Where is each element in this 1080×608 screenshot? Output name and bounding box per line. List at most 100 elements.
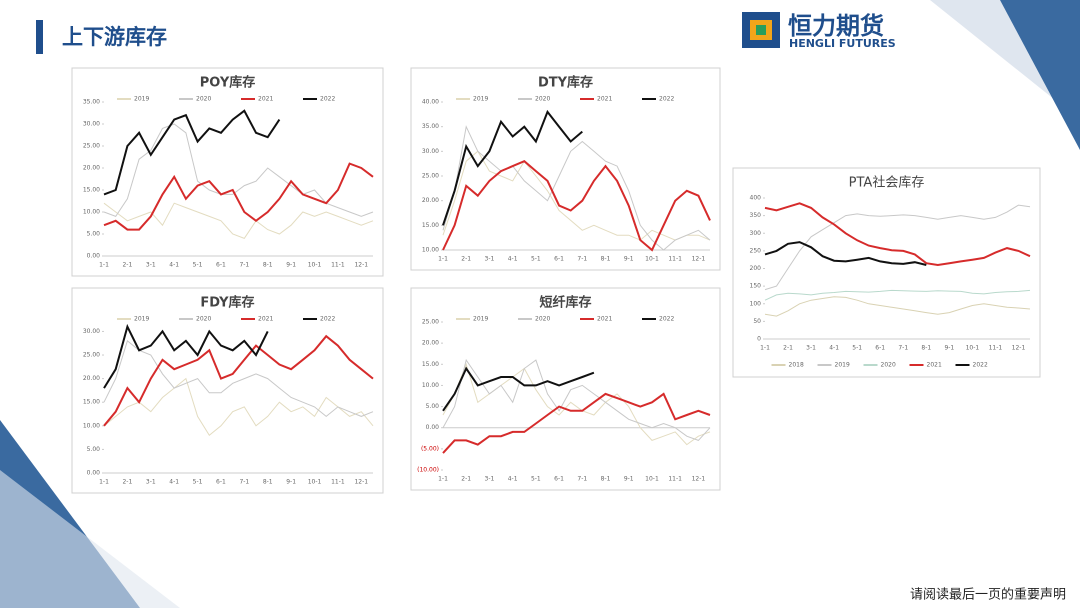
series-line: [764, 296, 1031, 317]
x-tick-label: 12-1: [354, 479, 368, 486]
x-tick-label: 12-1: [692, 256, 706, 263]
y-tick-label: 0.00: [87, 470, 101, 477]
x-tick-label: 11-1: [331, 479, 345, 486]
y-tick-label: 25.00: [83, 143, 100, 150]
y-tick-label: 50: [753, 318, 761, 325]
chart-title: DTY库存: [538, 75, 593, 91]
legend-label: 2022: [320, 316, 335, 323]
logo-subtitle: HENGLI FUTURES: [789, 37, 896, 50]
x-tick-label: 5-1: [193, 479, 203, 486]
x-tick-label: 10-1: [308, 479, 322, 486]
x-tick-label: 1-1: [438, 476, 448, 483]
y-tick-label: 15.00: [422, 361, 439, 368]
x-tick-label: 9-1: [944, 345, 954, 352]
y-tick-label: 350: [750, 212, 762, 219]
y-tick-label: 40.00: [422, 99, 439, 106]
y-tick-label: 20.00: [83, 165, 100, 172]
y-tick-label: 35.00: [83, 99, 100, 106]
title-bar: [36, 20, 43, 54]
x-tick-label: 1-1: [99, 262, 109, 269]
x-tick-label: 6-1: [554, 256, 564, 263]
decor: [1000, 0, 1080, 150]
footer: 请阅读最后一页的重要声明: [910, 587, 1066, 603]
x-tick-label: 8-1: [921, 345, 931, 352]
x-tick-label: 10-1: [308, 262, 322, 269]
series-line: [442, 125, 711, 251]
x-tick-label: 2-1: [122, 262, 132, 269]
logo-name: 恒力期货: [788, 12, 884, 40]
x-tick-label: 6-1: [216, 479, 226, 486]
y-tick-label: 10.00: [83, 422, 100, 429]
legend-label: 2021: [258, 316, 273, 323]
x-tick-label: 2-1: [461, 256, 471, 263]
x-tick-label: 3-1: [485, 256, 495, 263]
legend-label: 2021: [597, 316, 612, 323]
x-tick-label: 2-1: [783, 345, 793, 352]
x-tick-label: 1-1: [760, 345, 770, 352]
y-tick-label: 30.00: [83, 121, 100, 128]
series-line: [103, 323, 269, 389]
x-tick-label: 5-1: [852, 345, 862, 352]
series-line: [442, 392, 711, 454]
legend-label: 2020: [196, 96, 211, 103]
legend-label: 2022: [973, 362, 988, 369]
y-tick-label: 5.00: [87, 231, 101, 238]
x-tick-label: 8-1: [601, 256, 611, 263]
x-tick-label: 12-1: [692, 476, 706, 483]
legend-label: 2022: [659, 316, 674, 323]
x-tick-label: 4-1: [829, 345, 839, 352]
x-tick-label: 7-1: [577, 256, 587, 263]
x-tick-label: 7-1: [577, 476, 587, 483]
y-tick-label: 30.00: [83, 328, 100, 335]
chart-title: PTA社会库存: [849, 175, 925, 191]
y-tick-label: 200: [750, 265, 762, 272]
chart-frame: [410, 67, 721, 271]
chart: DTY库存 10.00 15.00 20.00 25.00 30.00 35.00 40.00…: [410, 67, 721, 271]
y-tick-label: (5.00): [421, 445, 439, 452]
y-tick-label: 20.00: [422, 197, 439, 204]
series-line: [103, 109, 281, 196]
chart: 短纤库存 (10.00) (5.00) 0.00 5.00 10.00 15.00 20.00…: [410, 287, 721, 491]
chart-frame: [71, 67, 384, 277]
x-tick-label: 7-1: [239, 262, 249, 269]
y-tick-label: 0.00: [87, 253, 101, 260]
logo-icon: [756, 25, 766, 35]
legend-label: 2019: [835, 362, 850, 369]
chart-frame: [732, 167, 1041, 378]
y-tick-label: 10.00: [422, 247, 439, 254]
y-tick-label: 25.00: [422, 319, 439, 326]
x-tick-label: 1-1: [99, 479, 109, 486]
x-tick-label: 10-1: [645, 256, 659, 263]
legend-label: 2021: [927, 362, 942, 369]
chart-title: 短纤库存: [539, 295, 591, 311]
x-tick-label: 11-1: [331, 262, 345, 269]
page-title: 上下游库存: [62, 25, 167, 49]
chart-frame: [410, 287, 721, 491]
x-tick-label: 3-1: [485, 476, 495, 483]
series-line: [764, 204, 1031, 291]
legend-label: 2020: [881, 362, 896, 369]
legend-label: 2020: [196, 316, 211, 323]
x-tick-label: 4-1: [169, 262, 179, 269]
y-tick-label: (10.00): [417, 467, 439, 474]
y-tick-label: 30.00: [422, 148, 439, 155]
x-tick-label: 11-1: [989, 345, 1003, 352]
legend-label: 2019: [134, 316, 149, 323]
x-tick-label: 11-1: [668, 256, 682, 263]
series-line: [442, 160, 711, 252]
y-tick-label: 400: [750, 195, 762, 202]
x-tick-label: 8-1: [263, 479, 273, 486]
series-line: [442, 358, 711, 441]
x-tick-label: 3-1: [806, 345, 816, 352]
y-tick-label: 0.00: [426, 424, 440, 431]
x-tick-label: 8-1: [263, 262, 273, 269]
x-tick-label: 10-1: [966, 345, 980, 352]
legend-label: 2019: [134, 96, 149, 103]
x-tick-label: 10-1: [645, 476, 659, 483]
series-line: [103, 377, 374, 437]
x-tick-label: 6-1: [216, 262, 226, 269]
y-tick-label: 15.00: [83, 399, 100, 406]
x-tick-label: 2-1: [122, 479, 132, 486]
x-tick-label: 4-1: [508, 256, 518, 263]
x-tick-label: 3-1: [146, 262, 156, 269]
